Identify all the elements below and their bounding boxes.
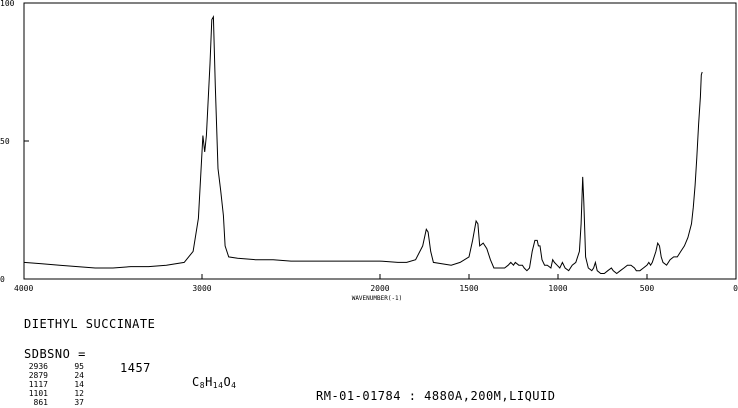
x-tick-label: 1500 [459,284,478,293]
peak-wavenumber: 2879 [28,371,48,380]
spectrum-series-line [23,15,703,275]
y-tick-label: 50 [0,137,10,146]
sdbs-number-value: 1457 [120,361,151,375]
peak-intensity: 14 [74,380,84,389]
formula-hydrogen: H [205,375,213,389]
raman-spectrum-chart: 0 50 100 4000 3000 2000 1500 1000 500 0 WAVENUMB… [0,0,738,302]
peak-wavenumber: 2936 [28,362,48,371]
peak-wavenumber: 861 [33,398,48,407]
formula-oxygen-count: 4 [231,381,237,390]
formula-hydrogen-count: 14 [212,381,224,390]
peak-intensity: 12 [74,389,84,398]
peak-table-row: 861 37 [24,398,104,407]
peak-intensity: 95 [74,362,84,371]
x-tick-label: 2000 [370,284,389,293]
molecular-formula: C8H14O4 [192,375,237,393]
x-tick-label: 1000 [548,284,567,293]
y-tick-label: 0 [0,275,5,284]
sdbs-number-label: SDBSNO = [24,347,86,361]
x-axis-ticks: 4000 3000 2000 1500 1000 500 0 [14,274,738,293]
peak-table-row: 1101 12 [24,389,104,398]
x-tick-label: 3000 [192,284,211,293]
y-tick-label: 100 [0,0,15,8]
formula-oxygen: O [223,375,232,389]
peak-intensity: 37 [74,398,84,407]
peak-wavenumber: 1117 [28,380,48,389]
measurement-conditions: RM-01-01784 : 4880A,200M,LIQUID [316,389,556,403]
x-tick-label: 0 [733,284,738,293]
peak-table-row: 1117 14 [24,380,104,389]
x-tick-label: 500 [640,284,655,293]
peak-intensity: 24 [74,371,84,380]
plot-frame [23,2,737,280]
x-tick-label: 4000 [14,284,33,293]
peak-table-row: 2879 24 [24,371,104,380]
y-axis-ticks: 0 50 100 [0,0,29,284]
peak-table: 2936 95 2879 24 1117 14 1101 12 861 37 [24,362,104,407]
peak-table-row: 2936 95 [24,362,104,371]
x-axis-title: WAVENUMBER(-1) [352,295,403,302]
peak-wavenumber: 1101 [28,389,48,398]
formula-carbon-count: 8 [199,381,206,390]
sample-info-line: SDBSNO = 1457 C8H14O4 RM-01-01784 : 4880… [24,333,555,403]
compound-name: DIETHYL SUCCINATE [24,317,156,331]
formula-carbon: C [192,375,200,389]
